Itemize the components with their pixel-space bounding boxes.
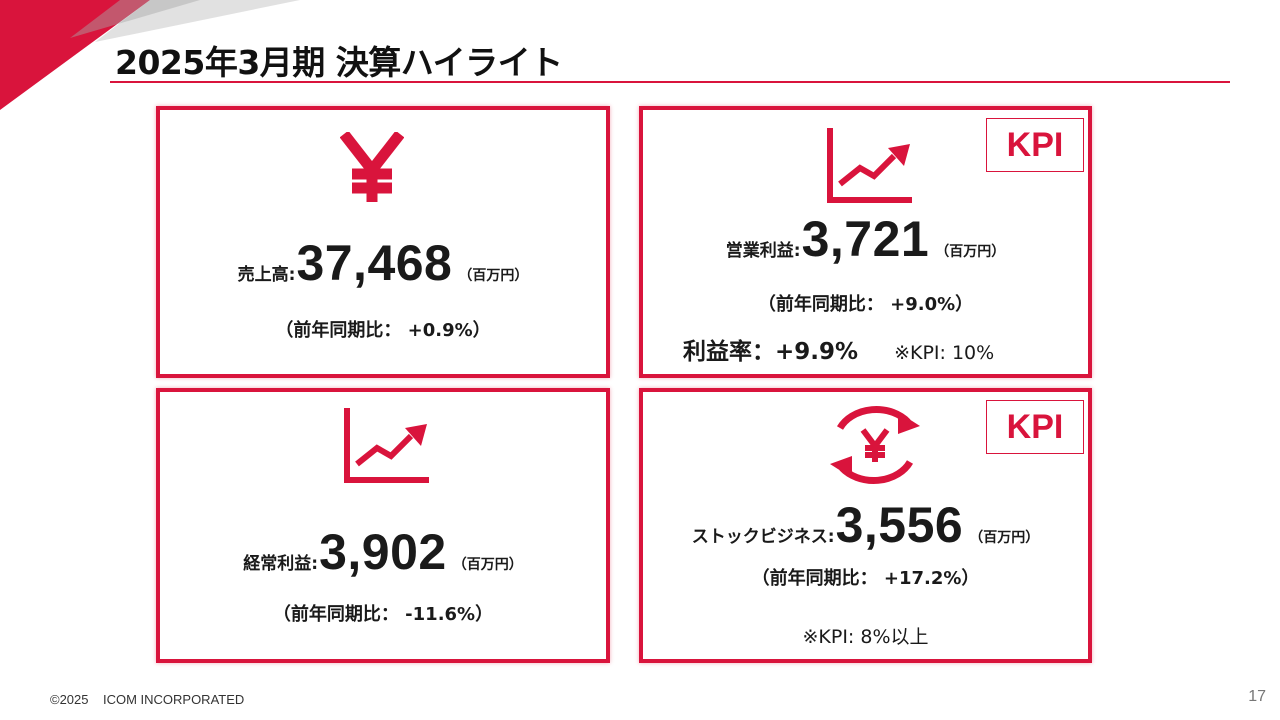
recurring-yen-icon [830,405,920,485]
stock-business-yoy: （前年同期比： +17.2%） [751,568,980,589]
ordinary-profit-card: 経常利益: 3,902 （百万円） （前年同期比： -11.6%） [156,388,610,663]
stock-business-metric: ストックビジネス: 3,556 （百万円） [643,496,1088,554]
ordinary-profit-value: 3,902 [319,524,447,580]
stock-business-value: 3,556 [835,497,964,553]
sales-card: 売上高: 37,468 （百万円） （前年同期比： +0.9%） [156,106,610,378]
sales-metric: 売上高: 37,468 （百万円） [160,234,606,292]
operating-profit-value: 3,721 [801,211,930,267]
rising-chart-icon [827,128,912,203]
ordinary-profit-unit: （百万円） [452,557,523,573]
ordinary-profit-yoy: （前年同期比： -11.6%） [272,604,494,625]
operating-profit-metric: 営業利益: 3,721 （百万円） [643,210,1088,268]
stock-business-label: ストックビジネス: [691,527,835,547]
page-title: 2025年3月期 決算ハイライト [115,43,563,82]
page-number: 17 [1248,688,1266,705]
stock-business-unit: （百万円） [969,530,1040,546]
operating-profit-label: 営業利益: [725,241,801,261]
stock-business-card: KPI ストックビジネス: 3,556 （百万円） （前年同期比： +17.2%… [639,388,1092,663]
sales-yoy: （前年同期比： +0.9%） [275,320,491,341]
operating-profit-kpi-note: ※KPI: 10% [894,342,995,364]
profit-margin-row: 利益率：+9.9% ※KPI: 10% [683,332,994,366]
yen-icon [340,132,404,202]
stock-business-kpi-note: ※KPI: 8%以上 [802,626,929,648]
operating-profit-unit: （百万円） [935,244,1006,260]
footer: ©2025 ICOM INCORPORATED [50,692,244,707]
copyright: ©2025 [50,692,89,707]
sales-label: 売上高: [237,265,296,285]
title-divider [110,81,1230,83]
rising-chart-icon [344,408,429,483]
sales-value: 37,468 [296,235,453,291]
ordinary-profit-metric: 経常利益: 3,902 （百万円） [160,523,606,581]
operating-profit-yoy: （前年同期比： +9.0%） [757,294,974,315]
ordinary-profit-label: 経常利益: [243,554,319,574]
corner-decoration [0,0,300,110]
sales-unit: （百万円） [458,268,529,284]
kpi-badge: KPI [986,400,1084,454]
operating-profit-card: KPI 営業利益: 3,721 （百万円） （前年同期比： +9.0%） 利益率… [639,106,1092,378]
profit-margin: 利益率：+9.9% [683,339,859,365]
company-name: ICOM INCORPORATED [102,692,245,707]
kpi-badge: KPI [986,118,1084,172]
